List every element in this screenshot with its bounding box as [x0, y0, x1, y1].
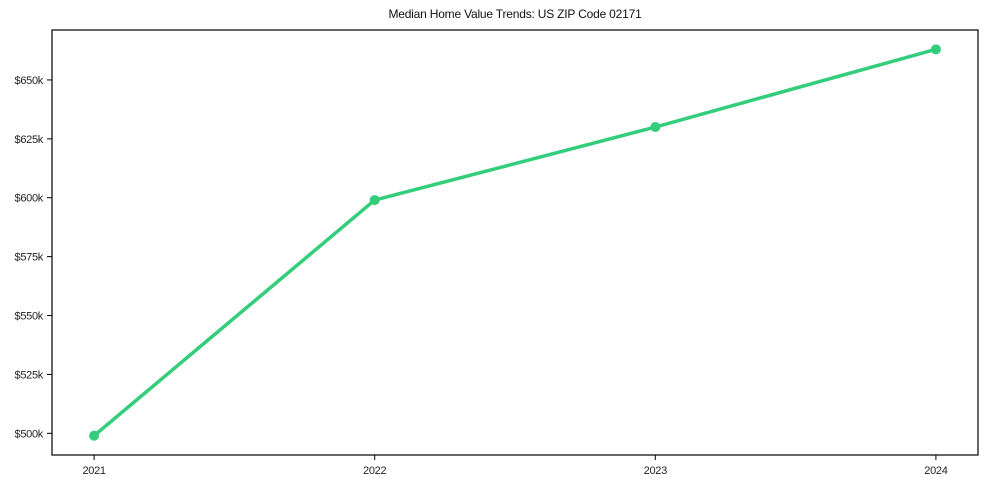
trend-line: [92, 47, 938, 438]
data-point-2022: [369, 195, 380, 206]
chart-title: Median Home Value Trends: US ZIP Code 02…: [388, 7, 642, 21]
y-tick-label: $550k: [15, 311, 44, 323]
x-tick-label: 2023: [644, 465, 667, 477]
data-point-2024: [930, 44, 941, 55]
y-tick-label: $525k: [15, 369, 44, 381]
x-tick-label: 2024: [924, 465, 947, 477]
data-point-2023: [650, 122, 661, 133]
y-tick-label: $600k: [15, 193, 44, 205]
x-tick-label: 2022: [363, 465, 386, 477]
x-tick-label: 2021: [82, 465, 105, 477]
y-tick-label: $650k: [15, 75, 44, 87]
y-tick-label: $575k: [15, 252, 44, 264]
plot-border: [51, 29, 979, 456]
y-tick-label: $625k: [15, 134, 44, 146]
data-point-2021: [89, 430, 100, 441]
y-tick-label: $500k: [15, 428, 44, 440]
